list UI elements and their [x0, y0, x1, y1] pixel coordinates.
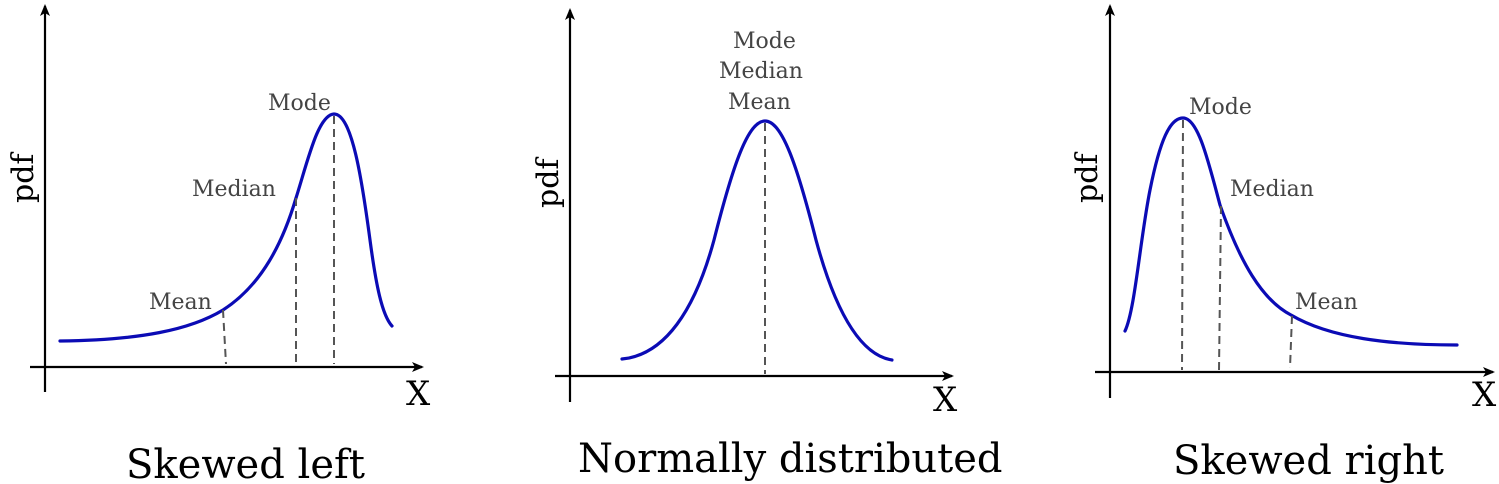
median-label: Median [192, 177, 276, 202]
mean-label: Mean [728, 90, 791, 115]
mode-label: Mode [1189, 95, 1252, 120]
y-axis-label: pdf [1070, 152, 1105, 203]
skewed-left-curve [58, 112, 394, 343]
panel-normally-distributed: Mode Median Mean pdf X Normally distribu… [531, 8, 1003, 482]
panel-caption: Skewed right [1173, 438, 1444, 484]
x-axis-label: X [933, 380, 958, 420]
normal-curve [620, 119, 894, 362]
mean-label: Mean [1295, 290, 1358, 315]
panel-caption: Skewed left [126, 442, 365, 484]
mode-guide-line [1181, 119, 1184, 371]
median-label: Median [1230, 177, 1314, 202]
mode-label: Mode [268, 91, 331, 116]
panel-caption: Normally distributed [578, 436, 1003, 482]
median-guide-line [1218, 205, 1222, 371]
mean-guide-line [222, 309, 227, 365]
y-axis-label: pdf [6, 152, 41, 203]
mode-label: Mode [733, 29, 796, 54]
y-axis-label: pdf [531, 157, 566, 208]
x-axis-label: X [1472, 375, 1497, 415]
panel-skewed-right: Mode Median Mean pdf X Skewed right [1070, 4, 1497, 484]
panel-skewed-left: Mode Median Mean pdf X Skewed left [6, 4, 431, 484]
median-label: Median [719, 59, 803, 84]
skewed-right-curve [1123, 116, 1459, 347]
mean-guide-line [1289, 315, 1293, 369]
x-axis-label: X [406, 374, 431, 414]
mean-label: Mean [149, 290, 212, 315]
